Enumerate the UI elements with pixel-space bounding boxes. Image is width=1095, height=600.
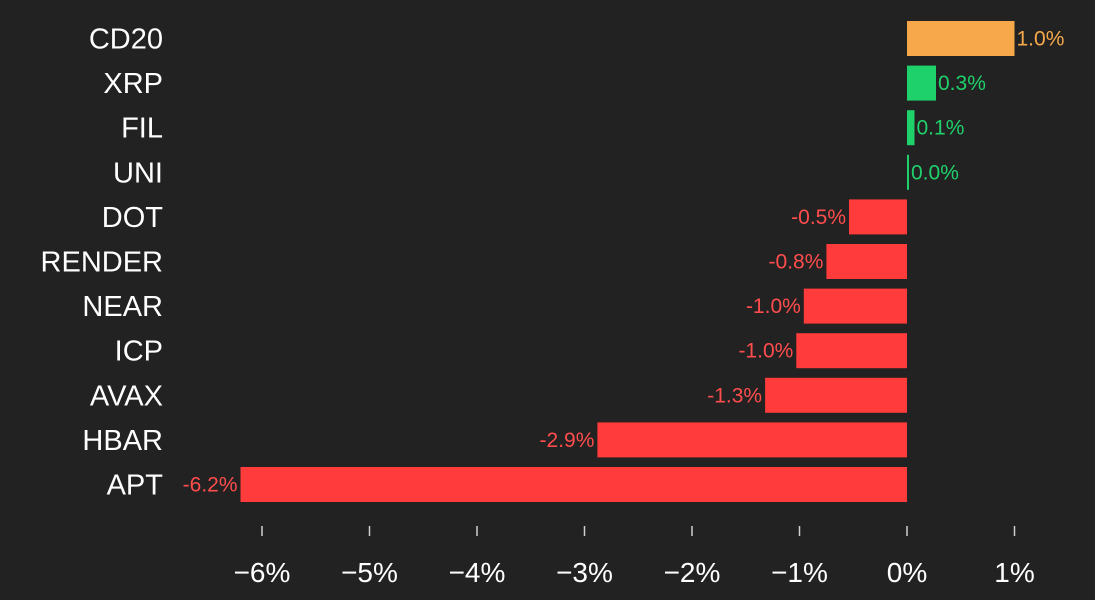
x-tick-label: −3% — [556, 557, 613, 588]
bars-group — [240, 21, 1015, 502]
bar-fil — [907, 110, 915, 146]
x-tick-label: −2% — [664, 557, 721, 588]
category-label-avax: AVAX — [90, 380, 163, 412]
value-label-xrp: 0.3% — [938, 72, 986, 95]
category-label-fil: FIL — [121, 113, 163, 145]
bar-cd20 — [907, 21, 1015, 56]
x-tick-label: 1% — [994, 557, 1034, 588]
value-labels-group: 1.0% 0.3% 0.1% 0.0% -0.5% -0.8% -1.0% -1.0% -1.3… — [183, 28, 1065, 497]
bar-avax — [765, 377, 907, 413]
bar-dot — [849, 199, 907, 235]
category-label-dot: DOT — [102, 202, 164, 234]
x-tick-label: −5% — [341, 557, 398, 588]
x-axis-group: −6% −5% −4% −3% −2% −1% 0% 1% — [234, 526, 1035, 588]
value-label-icp: -1.0% — [738, 340, 793, 363]
bar-uni — [907, 154, 909, 190]
bar-xrp — [907, 65, 936, 101]
category-label-uni: UNI — [113, 157, 163, 189]
category-label-near: NEAR — [82, 291, 163, 323]
bar-near — [803, 288, 907, 324]
x-tick-label: −4% — [449, 557, 506, 588]
bar-render — [826, 244, 907, 279]
value-label-render: -0.8% — [769, 251, 824, 274]
category-label-hbar: HBAR — [82, 425, 163, 457]
value-label-avax: -1.3% — [707, 384, 762, 407]
category-labels-group: CD20 XRP FIL UNI DOT RENDER NEAR ICP AVAX HBAR APT — [41, 24, 164, 502]
category-label-icp: ICP — [115, 336, 163, 368]
bar-apt — [240, 467, 907, 502]
value-label-dot: -0.5% — [791, 206, 846, 229]
value-label-apt: -6.2% — [183, 474, 238, 497]
x-tick-label: −1% — [771, 557, 828, 588]
value-label-fil: 0.1% — [917, 117, 965, 140]
category-label-render: RENDER — [41, 247, 163, 279]
x-tick-label: 0% — [887, 557, 927, 588]
value-label-hbar: -2.9% — [540, 429, 595, 452]
value-label-uni: 0.0% — [911, 161, 959, 184]
bar-hbar — [597, 422, 907, 458]
value-label-cd20: 1.0% — [1017, 28, 1065, 51]
category-label-apt: APT — [107, 470, 164, 502]
bar-icp — [796, 333, 907, 369]
x-tick-label: −6% — [234, 557, 291, 588]
category-label-xrp: XRP — [103, 68, 163, 100]
category-label-cd20: CD20 — [89, 24, 163, 56]
value-label-near: -1.0% — [746, 295, 801, 318]
